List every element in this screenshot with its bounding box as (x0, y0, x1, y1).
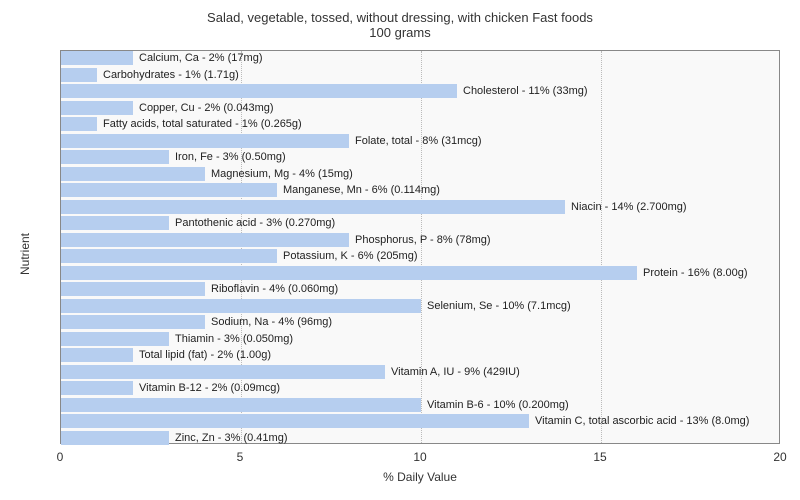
nutrient-bar-label: Phosphorus, P - 8% (78mg) (349, 233, 491, 247)
nutrient-bar (61, 233, 349, 247)
nutrient-bar-label: Total lipid (fat) - 2% (1.00g) (133, 348, 271, 362)
x-tick-label: 15 (593, 450, 606, 464)
nutrient-bar-label: Riboflavin - 4% (0.060mg) (205, 282, 338, 296)
nutrient-bar (61, 299, 421, 313)
gridline (421, 51, 422, 443)
x-tick-label: 5 (237, 450, 244, 464)
gridline (601, 51, 602, 443)
chart-container: Salad, vegetable, tossed, without dressi… (0, 0, 800, 500)
chart-title-line2: 100 grams (0, 25, 800, 40)
nutrient-bar (61, 68, 97, 82)
x-tick-label: 0 (57, 450, 64, 464)
nutrient-bar (61, 51, 133, 65)
nutrient-bar-label: Zinc, Zn - 3% (0.41mg) (169, 431, 287, 445)
nutrient-bar (61, 216, 169, 230)
nutrient-bar (61, 431, 169, 445)
nutrient-bar (61, 398, 421, 412)
nutrient-bar (61, 167, 205, 181)
nutrient-bar-label: Magnesium, Mg - 4% (15mg) (205, 167, 353, 181)
chart-title-line1: Salad, vegetable, tossed, without dressi… (0, 0, 800, 25)
nutrient-bar-label: Fatty acids, total saturated - 1% (0.265… (97, 117, 302, 131)
nutrient-bar (61, 249, 277, 263)
nutrient-bar-label: Manganese, Mn - 6% (0.114mg) (277, 183, 440, 197)
nutrient-bar (61, 101, 133, 115)
nutrient-bar (61, 266, 637, 280)
x-tick-label: 10 (413, 450, 426, 464)
nutrient-bar-label: Pantothenic acid - 3% (0.270mg) (169, 216, 335, 230)
nutrient-bar-label: Folate, total - 8% (31mcg) (349, 134, 482, 148)
nutrient-bar (61, 332, 169, 346)
nutrient-bar-label: Iron, Fe - 3% (0.50mg) (169, 150, 286, 164)
nutrient-bar-label: Niacin - 14% (2.700mg) (565, 200, 687, 214)
nutrient-bar-label: Protein - 16% (8.00g) (637, 266, 748, 280)
x-axis-label: % Daily Value (383, 470, 457, 484)
nutrient-bar-label: Vitamin C, total ascorbic acid - 13% (8.… (529, 414, 749, 428)
nutrient-bar-label: Copper, Cu - 2% (0.043mg) (133, 101, 274, 115)
nutrient-bar-label: Selenium, Se - 10% (7.1mcg) (421, 299, 571, 313)
nutrient-bar (61, 282, 205, 296)
nutrient-bar-label: Vitamin A, IU - 9% (429IU) (385, 365, 520, 379)
nutrient-bar (61, 200, 565, 214)
nutrient-bar-label: Thiamin - 3% (0.050mg) (169, 332, 293, 346)
nutrient-bar (61, 315, 205, 329)
nutrient-bar (61, 84, 457, 98)
y-axis-label: Nutrient (18, 233, 32, 275)
nutrient-bar (61, 117, 97, 131)
x-tick-label: 20 (773, 450, 786, 464)
nutrient-bar-label: Carbohydrates - 1% (1.71g) (97, 68, 239, 82)
nutrient-bar (61, 414, 529, 428)
nutrient-bar-label: Cholesterol - 11% (33mg) (457, 84, 588, 98)
nutrient-bar-label: Vitamin B-12 - 2% (0.09mcg) (133, 381, 280, 395)
nutrient-bar-label: Vitamin B-6 - 10% (0.200mg) (421, 398, 569, 412)
nutrient-bar-label: Potassium, K - 6% (205mg) (277, 249, 418, 263)
nutrient-bar-label: Sodium, Na - 4% (96mg) (205, 315, 332, 329)
nutrient-bar (61, 134, 349, 148)
nutrient-bar (61, 183, 277, 197)
nutrient-bar (61, 348, 133, 362)
nutrient-bar (61, 381, 133, 395)
nutrient-bar (61, 150, 169, 164)
nutrient-bar (61, 365, 385, 379)
nutrient-bar-label: Calcium, Ca - 2% (17mg) (133, 51, 262, 65)
plot-area: Calcium, Ca - 2% (17mg) Carbohydrates - 1… (60, 50, 780, 444)
